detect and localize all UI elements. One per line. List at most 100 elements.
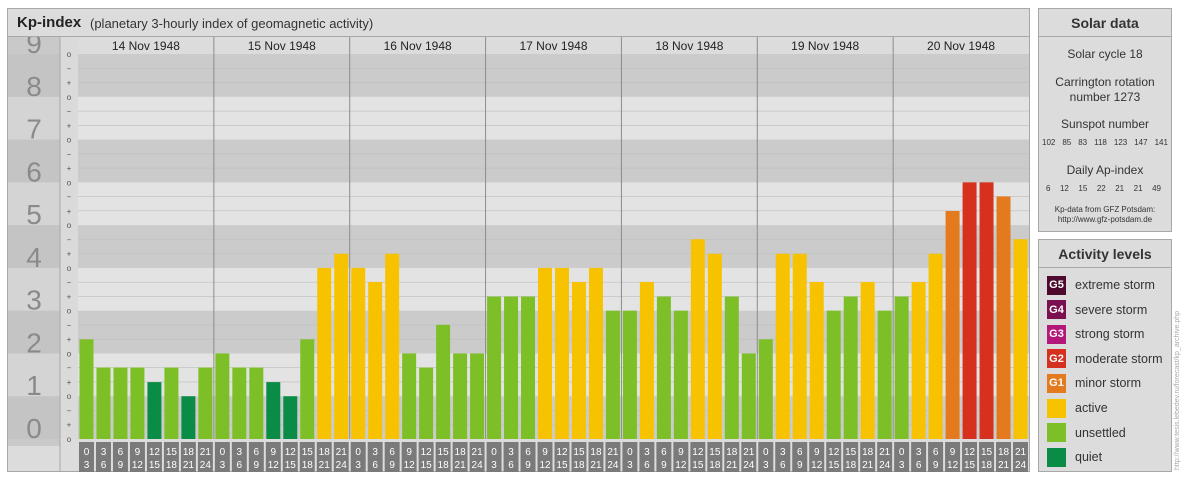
legend-item-unsettled: unsettled: [1047, 423, 1126, 443]
minor-tick-label: +: [67, 79, 72, 88]
interval-end-label: 3: [84, 460, 90, 471]
kp-bar-34: [656, 296, 671, 439]
minor-tick-label: o: [67, 50, 72, 59]
minor-tick-label: −: [67, 193, 72, 202]
interval-end-label: 24: [879, 460, 891, 471]
interval-start-label: 18: [590, 447, 602, 458]
interval-end-label: 6: [916, 460, 922, 471]
legend-label: moderate storm: [1075, 351, 1163, 366]
interval-box-13: [299, 442, 315, 472]
sunspot-number-2: 83: [1078, 138, 1088, 147]
kp-bar-3: [130, 367, 145, 439]
kp-bar-23: [470, 353, 485, 439]
minor-tick-label: −: [67, 150, 72, 159]
minor-tick-label: +: [67, 292, 72, 301]
tick-column: [60, 37, 78, 439]
interval-start-label: 15: [302, 447, 314, 458]
interval-box-27: [537, 442, 553, 472]
sunspot-number-5: 147: [1134, 138, 1148, 147]
day-label-5: 19 Nov 1948: [791, 39, 859, 53]
interval-box-37: [707, 442, 723, 472]
interval-end-label: 3: [899, 460, 905, 471]
interval-box-53: [979, 442, 995, 472]
sunspot-number-6: 141: [1154, 138, 1168, 147]
interval-start-label: 0: [491, 447, 497, 458]
interval-start-label: 12: [421, 447, 433, 458]
activity-levels-title: Activity levels: [1039, 240, 1171, 268]
kp-bar-26: [521, 296, 536, 439]
kp-bar-21: [436, 324, 451, 439]
y-tick-6: 6: [26, 156, 42, 187]
legend-label: active: [1075, 401, 1108, 415]
minor-tick-label: o: [67, 349, 72, 358]
y-tick-7: 7: [26, 114, 42, 145]
interval-start-label: 3: [372, 447, 378, 458]
legend-item-minor-storm: G1 minor storm: [1047, 373, 1141, 393]
interval-end-label: 6: [508, 460, 514, 471]
minor-tick-label: +: [67, 207, 72, 216]
interval-end-label: 18: [709, 460, 721, 471]
legend-label: strong storm: [1075, 327, 1145, 342]
kp-bar-43: [809, 282, 824, 439]
data-source-label: Kp-data from GFZ Potsdam:: [1054, 205, 1156, 214]
minor-tick-label: +: [67, 164, 72, 173]
kp-bar-18: [385, 253, 400, 439]
interval-end-label: 12: [811, 460, 823, 471]
interval-box-49: [911, 442, 927, 472]
interval-end-label: 15: [828, 460, 840, 471]
interval-end-label: 18: [438, 460, 450, 471]
interval-box-39: [741, 442, 757, 472]
y-band-7: [8, 96, 60, 140]
interval-start-label: 15: [845, 447, 857, 458]
ap-value-3: 22: [1096, 184, 1106, 193]
kp-bar-17: [368, 282, 383, 439]
legend-item-extreme-storm: G5 extreme storm: [1047, 275, 1155, 295]
interval-end-label: 3: [627, 460, 633, 471]
interval-box-45: [843, 442, 859, 472]
interval-box-38: [724, 442, 740, 472]
kp-bar-22: [453, 353, 468, 439]
kp-bar-52: [962, 182, 977, 440]
interval-end-label: 24: [607, 460, 619, 471]
minor-tick-label: −: [67, 321, 72, 330]
legend-swatch: G2: [1047, 349, 1066, 369]
interval-end-label: 24: [336, 460, 348, 471]
interval-box-10: [248, 442, 264, 472]
minor-tick-label: +: [67, 250, 72, 259]
activity-levels-panel: Activity levels G5 extreme storm G4 severe …: [1038, 239, 1172, 472]
kp-band-3: [78, 267, 1029, 311]
interval-end-label: 24: [200, 460, 212, 471]
interval-box-17: [367, 442, 383, 472]
y-band-6: [8, 139, 60, 183]
interval-box-8: [214, 442, 230, 472]
interval-end-label: 21: [590, 460, 602, 471]
interval-end-label: 12: [132, 460, 144, 471]
y-tick-8: 8: [26, 71, 42, 102]
chart-title: Kp-index: [17, 14, 82, 31]
interval-start-label: 12: [149, 447, 161, 458]
minor-tick-label: −: [67, 235, 72, 244]
kp-bar-19: [402, 353, 417, 439]
interval-end-label: 18: [981, 460, 993, 471]
minor-tick-label: +: [67, 121, 72, 130]
kp-bar-1: [96, 367, 111, 439]
kp-bar-45: [843, 296, 858, 439]
interval-start-label: 18: [862, 447, 874, 458]
minor-tick-label: +: [67, 378, 72, 387]
interval-box-7: [197, 442, 213, 472]
kp-bar-0: [79, 339, 94, 439]
kp-bar-5: [164, 367, 179, 439]
interval-end-label: 9: [254, 460, 260, 471]
interval-start-label: 6: [525, 447, 531, 458]
y-tick-4: 4: [26, 242, 42, 273]
interval-start-label: 9: [814, 447, 820, 458]
legend-swatch: G3: [1047, 324, 1066, 344]
data-source-link[interactable]: http://www.gfz-potsdam.de: [1057, 215, 1153, 224]
interval-end-label: 12: [539, 460, 551, 471]
interval-start-label: 9: [135, 447, 141, 458]
interval-box-0: [79, 442, 94, 472]
interval-start-label: 0: [763, 447, 769, 458]
interval-start-label: 12: [692, 447, 704, 458]
interval-start-label: 21: [879, 447, 891, 458]
interval-end-label: 9: [118, 460, 124, 471]
